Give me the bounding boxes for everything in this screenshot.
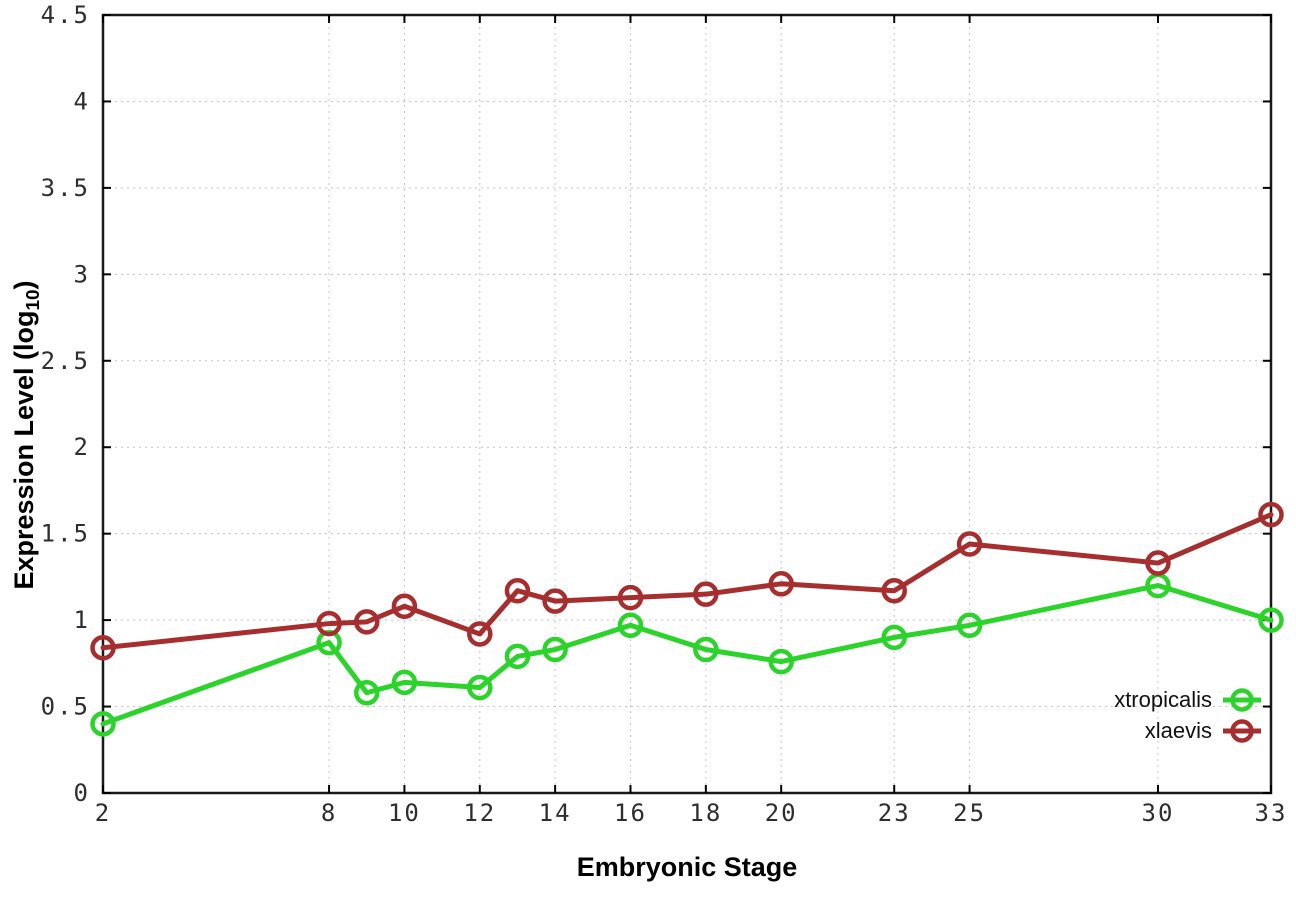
series-marker-xtropicalis: [1258, 607, 1284, 633]
series-marker-xtropicalis: [90, 711, 116, 737]
series-marker-xlaevis: [1145, 550, 1171, 576]
x-tick-label: 10: [388, 799, 421, 827]
x-tick-label: 2: [95, 799, 111, 827]
x-tick-label: 20: [765, 799, 798, 827]
x-tick-label: 12: [463, 799, 496, 827]
legend-row-xtropicalis: xtropicalis: [1114, 684, 1262, 715]
legend-marker-icon: [1223, 687, 1261, 712]
series-line-xlaevis: [100, 512, 1274, 651]
y-axis-title-text: Expression Level (log: [8, 310, 39, 590]
series-marker-xlaevis: [353, 609, 380, 635]
series-marker-xlaevis: [881, 577, 907, 604]
y-tick-label: 1: [74, 606, 90, 634]
x-tick-label: 14: [539, 799, 572, 827]
legend-label-xlaevis: xlaevis: [1144, 718, 1212, 743]
y-tick-label: 0: [74, 779, 90, 807]
series-marker-xtropicalis: [542, 636, 568, 663]
series-marker-xtropicalis: [391, 669, 418, 696]
x-tick-label: 18: [689, 799, 722, 827]
series-marker-xlaevis: [693, 581, 719, 607]
series-marker-xtropicalis: [353, 679, 380, 706]
y-axis-title: Expression Level (log10): [9, 280, 45, 589]
series-marker-xtropicalis: [881, 624, 907, 651]
series-marker-xlaevis: [467, 621, 493, 647]
series-marker-xlaevis: [316, 610, 342, 637]
series-marker-xlaevis: [617, 584, 644, 611]
series-marker-xlaevis: [956, 531, 983, 557]
series-marker-xtropicalis: [956, 612, 983, 639]
series-marker-xlaevis: [391, 593, 418, 620]
y-tick-label: 4: [74, 87, 90, 115]
series-marker-xtropicalis: [768, 648, 794, 675]
y-tick-label: 4.5: [41, 1, 90, 29]
legend-marker-icon: [1223, 718, 1261, 743]
x-tick-label: 33: [1255, 799, 1288, 827]
y-tick-label: 3.5: [41, 174, 90, 202]
series-marker-xlaevis: [90, 635, 116, 661]
y-tick-label: 3: [74, 260, 90, 288]
series-marker-xlaevis: [768, 571, 794, 597]
y-axis-title-subscript: 10: [23, 289, 45, 311]
legend-row-xlaevis: xlaevis: [1145, 715, 1262, 746]
series-marker-xtropicalis: [617, 612, 644, 639]
y-tick-label: 0.5: [41, 693, 90, 721]
y-tick-label: 1.5: [41, 520, 90, 548]
x-tick-label: 8: [321, 799, 337, 827]
legend-label-xtropicalis: xtropicalis: [1114, 687, 1212, 712]
y-tick-label: 2.5: [41, 347, 90, 375]
series-marker-xtropicalis: [504, 643, 531, 670]
legend: xtropicalis xlaevis: [1114, 684, 1262, 746]
y-tick-label: 2: [74, 433, 90, 461]
series-marker-xlaevis: [1258, 501, 1284, 528]
x-tick-label: 30: [1142, 799, 1175, 827]
series-marker-xtropicalis: [693, 636, 719, 663]
series-line-xtropicalis: [100, 583, 1274, 727]
x-axis-title: Embryonic Stage: [576, 852, 798, 882]
y-axis-title-suffix: ): [8, 280, 39, 290]
series-marker-xlaevis: [504, 577, 531, 604]
x-tick-label: 16: [614, 799, 647, 827]
plot-border: [101, 13, 1273, 795]
series-marker-xtropicalis: [467, 674, 493, 701]
x-tick-label: 23: [878, 799, 911, 827]
x-tick-label: 25: [953, 799, 986, 827]
series-marker-xlaevis: [542, 588, 568, 614]
